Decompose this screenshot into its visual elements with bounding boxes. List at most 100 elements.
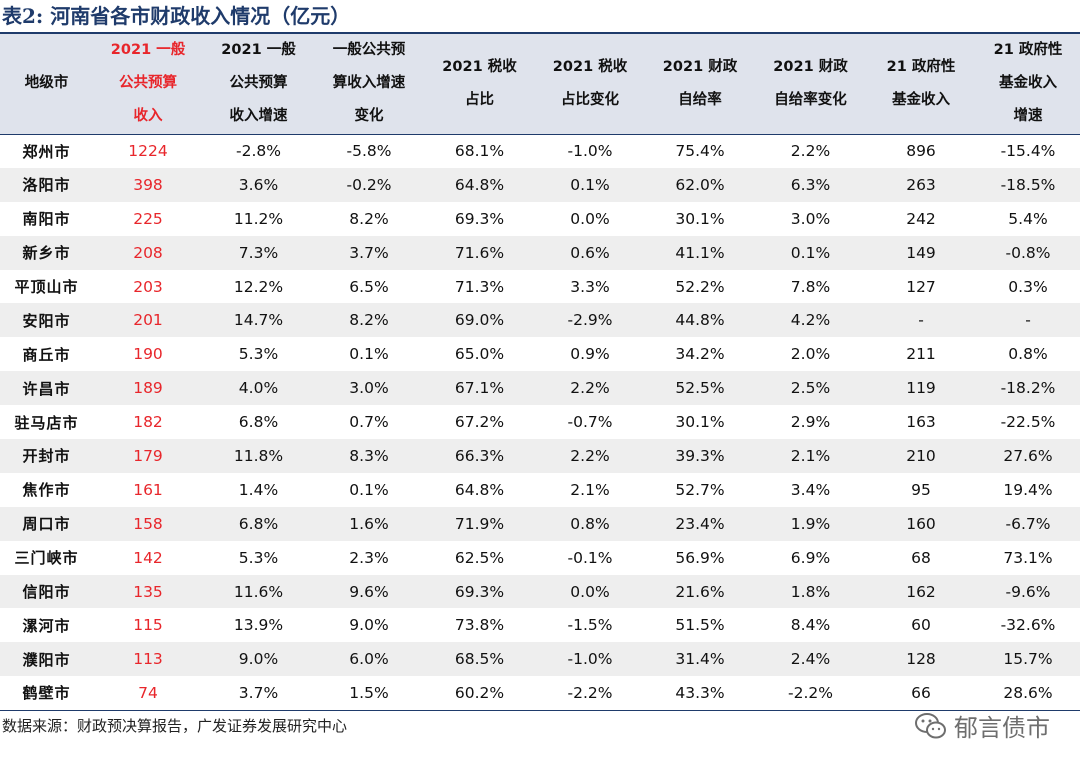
table-cell: 1.8% <box>755 574 866 609</box>
table-cell: 69.3% <box>424 574 535 609</box>
city-name-cell: 南阳市 <box>22 210 71 229</box>
column-header-line: 21 政府性 <box>993 42 1063 59</box>
city-name-cell: 三门峡市 <box>14 549 79 568</box>
table-cell: 15.7% <box>976 642 1080 677</box>
table-cell: 60.2% <box>424 676 535 711</box>
table-cell: 71.9% <box>424 506 535 541</box>
table-cell: 11.8% <box>203 439 314 473</box>
table-cell: 2.9% <box>790 413 831 432</box>
column-header: 2021 税收 占比 <box>424 32 535 135</box>
table-cell: - <box>866 303 976 338</box>
table-cell: 39.3% <box>645 439 755 473</box>
table-cell: 3.7% <box>203 676 314 711</box>
table-cell: 2.2% <box>790 142 831 161</box>
city-name-cell: 新乡市 <box>0 235 93 270</box>
table-cell: 896 <box>906 142 936 161</box>
table-row: 驻马店市 182 6.8% 0.7% 67.2% -0.7% 30.1% 2.9% 163 -22… <box>0 405 1080 439</box>
column-header-line: 2021 税收 <box>442 58 517 75</box>
table-row: 新乡市 208 7.3% 3.7% 71.6% 0.6% 41.1% 0.1% 149 -0.8% <box>0 235 1080 270</box>
table-cell: 62.0% <box>645 167 755 202</box>
column-header: 地级市 <box>0 32 93 135</box>
column-header-line: 自给率变化 <box>774 91 847 108</box>
table-cell: 0.1% <box>349 345 389 364</box>
table-cell: 23.4% <box>645 506 755 541</box>
source-note: 数据来源：财政预决算报告，广发证券发展研究中心 <box>2 717 348 735</box>
column-header: 2021 一般 公共预算 收入 <box>93 32 203 135</box>
table-cell: 66 <box>866 676 976 711</box>
table-cell: 19.4% <box>1003 480 1053 499</box>
city-name-cell: 洛阳市 <box>0 167 93 202</box>
table-cell: -18.2% <box>976 371 1080 406</box>
table-cell: 2.1% <box>570 480 610 499</box>
table-cell: 51.5% <box>675 616 725 635</box>
table-cell: 8.3% <box>314 439 424 473</box>
column-header-line: 2021 一般 <box>221 42 296 59</box>
table-row: 开封市 179 11.8% 8.3% 66.3% 2.2% 39.3% 2.1% 210 27.6… <box>0 439 1080 473</box>
table-cell: 201 <box>93 303 203 338</box>
column-header: 2021 税收 占比变化 <box>535 32 645 135</box>
table-cell: -32.6% <box>1000 616 1056 635</box>
column-header: 2021 财政 自给率变化 <box>755 32 866 135</box>
table-cell: -15.4% <box>1000 142 1056 161</box>
column-header-line: 公共预算 <box>119 75 177 92</box>
table-cell: 43.3% <box>645 676 755 711</box>
table-cell: 9.0% <box>349 616 389 635</box>
city-name-cell: 鹤壁市 <box>0 676 93 711</box>
table-body: 郑州市 1224 -2.8% -5.8% 68.1% -1.0% 75.4% 2.2% 896 -… <box>0 134 1080 711</box>
table-cell: 9.0% <box>203 642 314 677</box>
table-cell: 8.2% <box>349 209 389 228</box>
column-header-line: 地级市 <box>24 75 69 92</box>
city-name-cell: 商丘市 <box>22 345 71 364</box>
column-header: 2021 一般 公共预算 收入增速 <box>203 32 314 135</box>
table-cell: 2.2% <box>535 439 645 473</box>
table-row: 三门峡市 142 5.3% 2.3% 62.5% -0.1% 56.9% 6.9% 68 73.1… <box>0 541 1080 575</box>
table-cell: 242 <box>906 209 936 228</box>
table-cell: 128 <box>866 642 976 677</box>
column-header-line: 增速 <box>1013 108 1043 125</box>
table-cell: 1.5% <box>314 676 424 711</box>
table-cell: 3.6% <box>203 167 314 202</box>
table-cell: 1224 <box>128 142 168 161</box>
table-cell: 6.8% <box>203 506 314 541</box>
table-cell: 6.3% <box>755 167 866 202</box>
table-cell: 68.1% <box>454 142 505 161</box>
header-row: 地级市 2021 一般 公共预算 收入 2021 一般 公共预算 收入增速 一般公共预 算收入增… <box>0 32 1080 135</box>
table-cell: 0.9% <box>570 345 610 364</box>
table-cell: - <box>976 303 1080 338</box>
table-cell: 64.8% <box>454 480 505 499</box>
table-cell: 127 <box>906 277 936 296</box>
table-cell: 119 <box>866 371 976 406</box>
table-cell: 95 <box>911 480 931 499</box>
table-row: 漯河市 115 13.9% 9.0% 73.8% -1.5% 51.5% 8.4% 60 -32.… <box>0 608 1080 642</box>
table-cell: 52.2% <box>675 277 725 296</box>
table-cell: 6.5% <box>349 277 389 296</box>
table-cell: 142 <box>133 548 163 567</box>
table-cell: 27.6% <box>976 439 1080 473</box>
table-cell: 5.3% <box>238 548 279 567</box>
city-name-cell: 郑州市 <box>22 142 71 161</box>
table-row: 郑州市 1224 -2.8% -5.8% 68.1% -1.0% 75.4% 2.2% 896 -… <box>0 134 1080 168</box>
table-cell: -2.8% <box>236 142 281 161</box>
table-cell: 3.4% <box>790 480 831 499</box>
table-cell: 60 <box>911 616 931 635</box>
table-cell: 189 <box>93 371 203 406</box>
table-cell: 12.2% <box>233 277 284 296</box>
table-cell: 13.9% <box>233 616 284 635</box>
table-cell: 21.6% <box>645 574 755 609</box>
table-cell: 56.9% <box>675 548 725 567</box>
table-cell: -22.5% <box>1000 413 1056 432</box>
table-cell: 73.8% <box>454 616 505 635</box>
table-row: 焦作市 161 1.4% 0.1% 64.8% 2.1% 52.7% 3.4% 95 19.4% <box>0 473 1080 507</box>
table-cell: 62.5% <box>454 548 505 567</box>
table-cell: 0.8% <box>535 506 645 541</box>
table-cell: -0.7% <box>567 413 613 432</box>
table-cell: 0.8% <box>1008 345 1048 364</box>
column-header-line: 变化 <box>354 108 384 125</box>
table-cell: 2.2% <box>535 371 645 406</box>
table-cell: 30.1% <box>675 413 725 432</box>
table-row: 平顶山市 203 12.2% 6.5% 71.3% 3.3% 52.2% 7.8% 127 0.3… <box>0 270 1080 304</box>
column-header-line: 21 政府性 <box>886 58 956 75</box>
table-cell: 69.0% <box>424 303 535 338</box>
table-cell: 6.0% <box>314 642 424 677</box>
table-cell: 5.4% <box>1008 209 1048 228</box>
